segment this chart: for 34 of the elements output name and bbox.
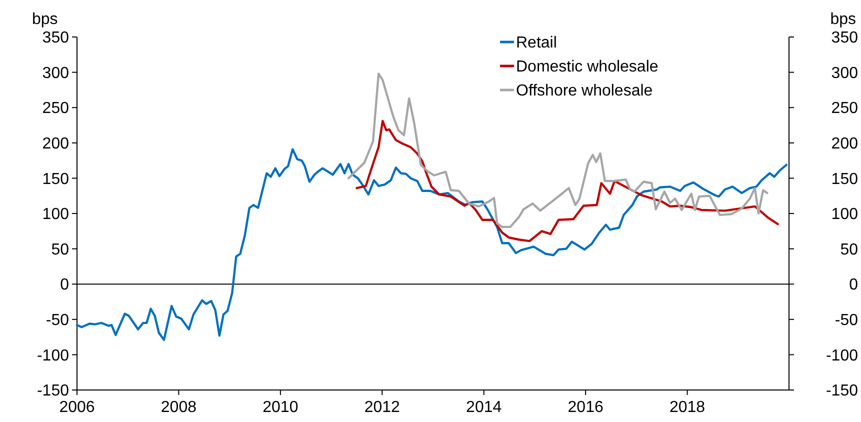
y-tick-label: 150	[42, 170, 70, 188]
x-tick-label: 2018	[669, 399, 706, 416]
y2-tick-label: 100	[831, 206, 858, 224]
y2-tick-label: 350	[831, 30, 858, 47]
y-tick-label: 50	[51, 241, 70, 258]
x-tick-label: 2014	[466, 399, 502, 416]
y-tick-label: -150	[36, 382, 70, 400]
y-tick-label: 250	[42, 100, 70, 118]
x-tick-label: 2006	[59, 399, 95, 416]
y-tick-label: 100	[42, 206, 70, 224]
y2-tick-label: 300	[831, 64, 858, 82]
legend-label: Domestic wholesale	[516, 58, 658, 76]
y2-tick-label: -150	[826, 382, 858, 400]
legend-label: Offshore wholesale	[516, 82, 653, 100]
y2-tick-label: 150	[831, 170, 858, 188]
x-tick-label: 2016	[568, 399, 604, 416]
y2-tick-label: 200	[831, 136, 858, 152]
y2-tick-label: -100	[826, 347, 858, 364]
y-tick-label: -50	[46, 312, 70, 329]
y-tick-label: 200	[42, 136, 70, 152]
y2-tick-label: 250	[831, 100, 858, 118]
y-tick-label: 300	[42, 64, 70, 82]
x-tick-label: 2010	[262, 399, 298, 416]
y-tick-label: 0	[60, 276, 70, 294]
y2-tick-label: 0	[849, 276, 858, 294]
y2-tick-label: -50	[834, 312, 858, 329]
legend-label: Retail	[516, 34, 557, 52]
x-tick-label: 2008	[160, 399, 197, 416]
x-tick-label: 2012	[364, 399, 400, 416]
y-tick-label: 350	[42, 30, 70, 47]
y-tick-label: -100	[36, 347, 70, 364]
y2-axis-title: bps	[830, 11, 856, 28]
y2-tick-label: 50	[840, 241, 858, 258]
y-axis-title: bps	[32, 11, 58, 28]
